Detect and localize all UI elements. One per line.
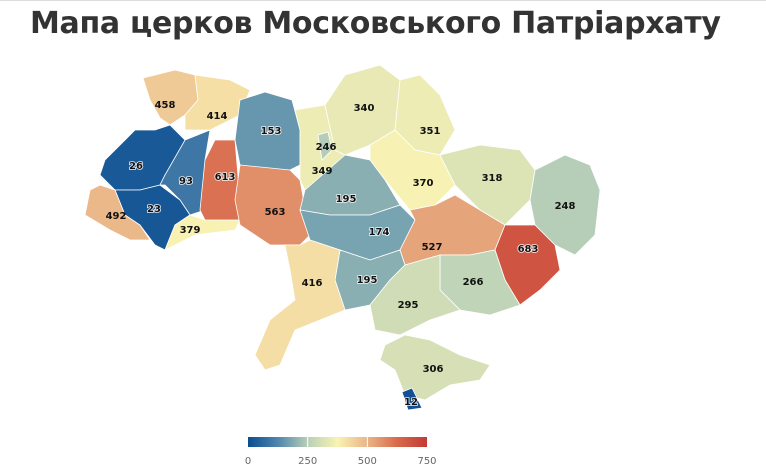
- region-kherson[interactable]: [369, 254, 461, 336]
- region-label-chernivtsi: 379: [180, 225, 201, 236]
- page-title: Мапа церков Московського Патріархату: [30, 6, 721, 41]
- region-label-rivne: 414: [207, 111, 228, 122]
- region-kyiv-city[interactable]: [317, 131, 333, 161]
- region-label-chernihiv: 340: [354, 103, 375, 114]
- legend-tick-label: 500: [358, 456, 377, 467]
- top-border: [0, 0, 766, 1]
- region-label-zaporizhzhia: 266: [463, 277, 484, 288]
- region-label-donetsk: 683: [518, 244, 539, 255]
- region-crimea[interactable]: [379, 334, 491, 401]
- region-label-odesa: 416: [302, 278, 323, 289]
- region-label-sevastopol: 12: [404, 397, 418, 408]
- region-label-dnipropetrovsk: 527: [422, 242, 443, 253]
- region-label-kirovohrad: 174: [369, 227, 390, 238]
- legend-tick-label: 750: [417, 456, 436, 467]
- region-label-luhansk: 248: [555, 201, 576, 212]
- region-label-sumy: 351: [420, 126, 441, 137]
- region-sevastopol[interactable]: [401, 387, 423, 411]
- region-luhansk[interactable]: [529, 154, 601, 256]
- region-label-cherkasy: 195: [336, 194, 357, 205]
- region-label-kharkiv: 318: [482, 173, 503, 184]
- region-label-zakarpattia: 492: [106, 211, 127, 222]
- region-zakarpattia[interactable]: [84, 184, 151, 241]
- region-label-zhytomyr: 153: [261, 126, 282, 137]
- region-zhytomyr[interactable]: [234, 91, 301, 171]
- region-label-poltava: 370: [413, 178, 434, 189]
- region-label-kyiv-oblast: 349: [312, 166, 333, 177]
- region-label-mykolaiv: 195: [357, 275, 378, 286]
- region-label-kyiv-city: 246: [316, 142, 337, 153]
- region-label-vinnytsia: 563: [265, 207, 286, 218]
- region-label-crimea: 306: [423, 364, 444, 375]
- region-label-volyn: 458: [155, 100, 176, 111]
- legend-tick-label: 250: [298, 456, 317, 467]
- region-label-kherson: 295: [398, 300, 419, 311]
- region-label-ivano-frankivsk: 23: [147, 204, 161, 215]
- region-vinnytsia[interactable]: [234, 164, 311, 246]
- region-odesa[interactable]: [254, 239, 346, 371]
- legend-tick-label: 0: [245, 456, 251, 467]
- region-label-khmelnytskyi: 613: [215, 172, 236, 183]
- region-label-ternopil: 93: [179, 176, 193, 187]
- region-label-lviv: 26: [129, 161, 143, 172]
- color-legend-bar: [248, 437, 427, 447]
